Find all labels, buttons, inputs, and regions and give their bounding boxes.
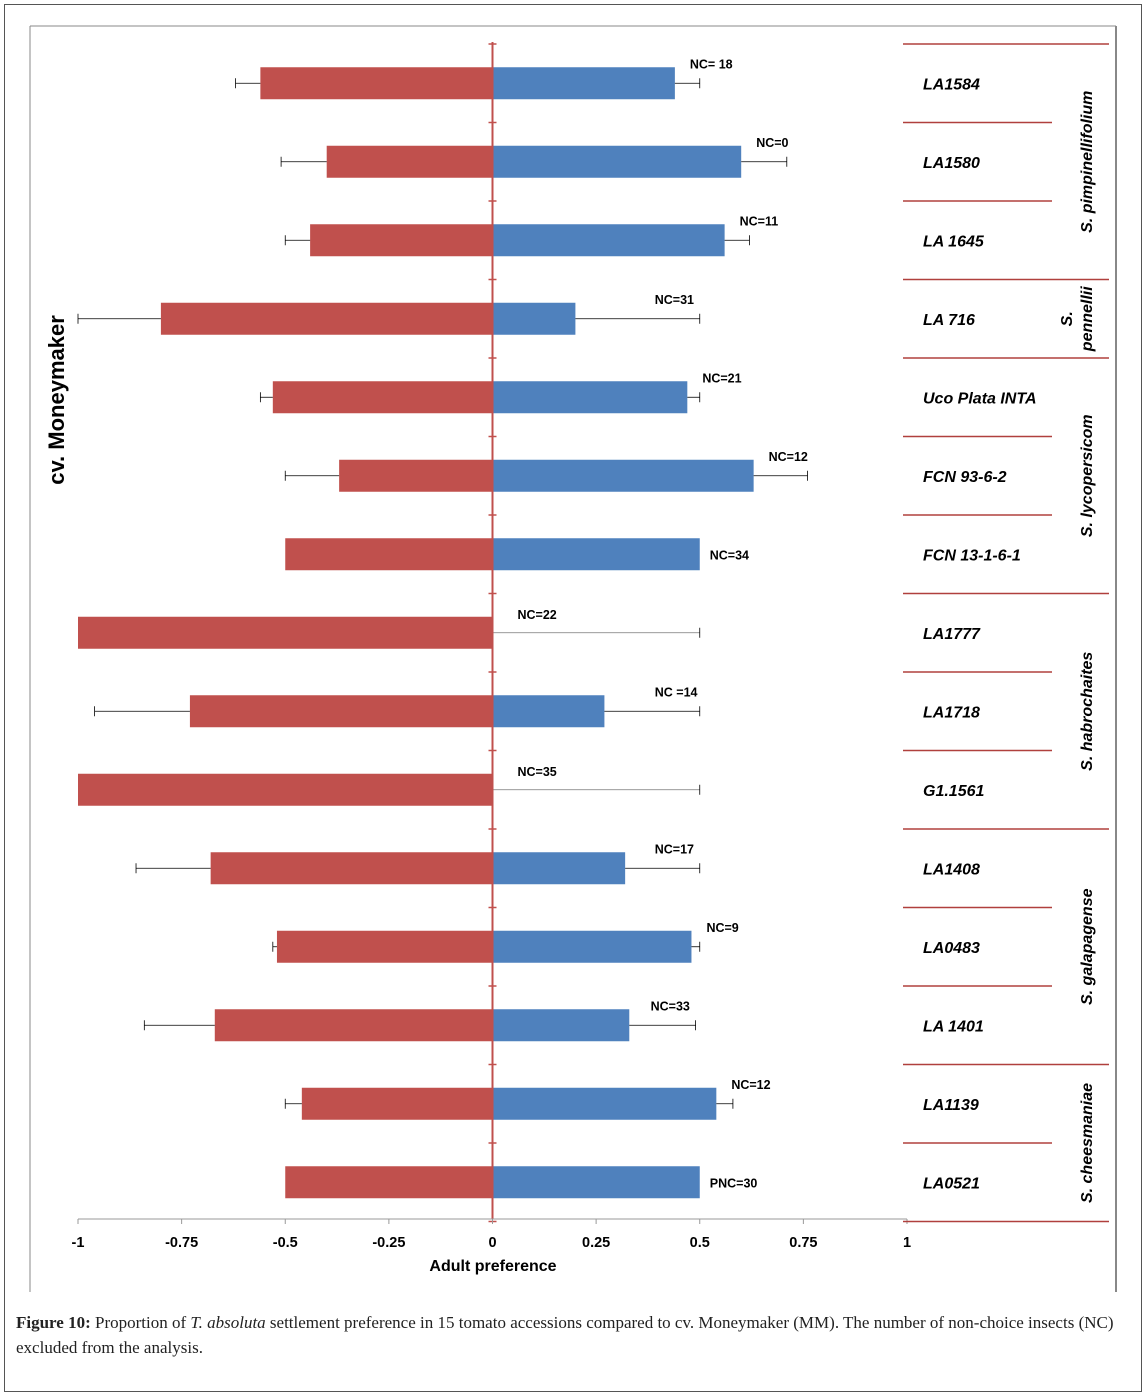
bar-positive	[492, 302, 576, 335]
accession-label: LA1584	[923, 76, 980, 93]
accession-label: FCN 93-6-2	[923, 469, 1007, 486]
accession-label: LA 716	[923, 312, 975, 329]
x-tick-label: -0.75	[165, 1235, 198, 1251]
group-label: S. lycopersicom	[1079, 414, 1096, 537]
bar-negative	[276, 930, 493, 963]
x-tick-label: 0	[488, 1235, 496, 1251]
bar-positive	[492, 1166, 700, 1199]
bar-negative	[160, 302, 493, 335]
x-tick-label: 0.75	[789, 1235, 817, 1251]
bar-negative	[326, 145, 493, 178]
group-label: S. cheesmaniae	[1079, 1083, 1096, 1203]
x-axis-label: Adult preference	[429, 1258, 556, 1275]
y-axis-label: cv. Moneymaker	[44, 315, 69, 485]
accession-label: Uco Plata INTA	[923, 390, 1037, 407]
accession-label: LA0483	[923, 940, 980, 957]
bar-positive	[492, 852, 626, 885]
nc-label: NC=21	[702, 371, 741, 385]
bar-positive	[492, 538, 700, 571]
nc-label: NC=17	[655, 842, 694, 856]
accession-label: G1.1561	[923, 783, 984, 800]
bar-negative	[78, 616, 493, 649]
nc-label: NC=11	[740, 214, 779, 228]
bar-positive	[492, 67, 675, 100]
bar-negative	[189, 695, 493, 728]
nc-label: NC =14	[655, 685, 698, 699]
bar-chart: NC= 18 NC=0 NC=11 NC=31 NC=21 NC=12 NC=34 NC=22…	[29, 25, 1117, 1292]
caption-figure-label: Figure 10:	[16, 1313, 91, 1332]
nc-label: NC=12	[731, 1078, 770, 1092]
bar-positive	[492, 930, 692, 963]
bar-positive	[492, 459, 754, 492]
bar-positive	[492, 145, 742, 178]
group-label: S. pimpinellifolium	[1079, 91, 1096, 233]
nc-label: NC=31	[655, 293, 694, 307]
nc-label: NC=0	[756, 136, 788, 150]
bar-negative	[210, 852, 493, 885]
bar-negative	[285, 1166, 493, 1199]
group-label: S. galapagense	[1079, 888, 1096, 1005]
nc-label: NC=33	[651, 999, 690, 1013]
bar-negative	[214, 1009, 493, 1042]
nc-label: NC=34	[710, 548, 749, 562]
nc-label: NC=9	[706, 921, 738, 935]
figure-frame	[4, 4, 1142, 1392]
bar-positive	[492, 224, 725, 257]
caption-text-before: Proportion of	[95, 1313, 187, 1332]
figure-caption: Figure 10: Proportion of T. absoluta set…	[16, 1310, 1134, 1360]
accession-label: LA1139	[923, 1097, 979, 1114]
x-tick-label: -0.5	[273, 1235, 298, 1251]
x-tick-label: 0.5	[690, 1235, 710, 1251]
bar-positive	[492, 381, 688, 414]
x-tick-label: 0.25	[582, 1235, 610, 1251]
nc-label: NC=35	[518, 765, 557, 779]
group-label: S.	[1059, 311, 1076, 326]
bar-negative	[272, 381, 493, 414]
accession-label: FCN 13-1-6-1	[923, 547, 1021, 564]
accession-label: LA0521	[923, 1175, 980, 1192]
bar-negative	[260, 67, 493, 100]
x-tick-label: -0.25	[372, 1235, 405, 1251]
accession-label: LA1718	[923, 704, 980, 721]
bar-positive	[492, 1009, 630, 1042]
caption-species: T. absoluta	[190, 1313, 266, 1332]
bar-negative	[310, 224, 493, 257]
nc-label: NC=12	[769, 450, 808, 464]
group-label: S. habrochaites	[1079, 652, 1096, 771]
accession-label: LA 1645	[923, 233, 985, 250]
nc-label: NC= 18	[690, 57, 733, 71]
accession-label: LA1777	[923, 626, 981, 643]
x-tick-label: 1	[903, 1235, 911, 1251]
nc-label: PNC=30	[710, 1176, 758, 1190]
accession-label: LA1408	[923, 861, 980, 878]
caption-text-after: settlement preference in 15 tomato acces…	[16, 1313, 1114, 1357]
x-tick-label: -1	[72, 1235, 85, 1251]
bar-negative	[78, 773, 493, 806]
accession-label: LA 1401	[923, 1018, 984, 1035]
bar-negative	[285, 538, 493, 571]
bar-positive	[492, 695, 605, 728]
nc-label: NC=22	[518, 608, 557, 622]
bar-negative	[339, 459, 493, 492]
accession-label: LA1580	[923, 155, 980, 172]
bar-negative	[301, 1087, 493, 1120]
bar-positive	[492, 1087, 717, 1120]
group-label: pennellii	[1079, 286, 1096, 352]
